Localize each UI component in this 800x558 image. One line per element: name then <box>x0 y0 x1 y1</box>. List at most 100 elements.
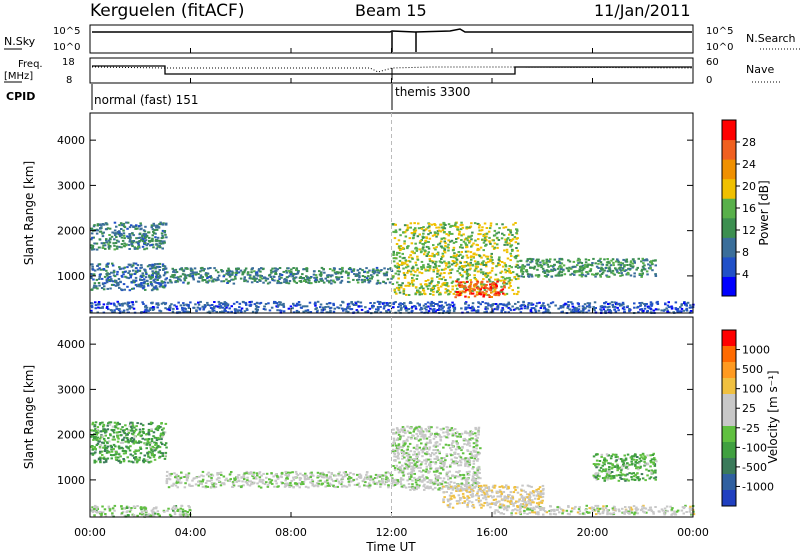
echo-cell <box>205 281 208 283</box>
echo-cell <box>587 264 590 266</box>
echo-cell <box>434 463 437 465</box>
echo-cell <box>393 251 396 253</box>
echo-cell <box>642 272 645 274</box>
echo-cell <box>638 258 641 260</box>
echo-cell <box>185 277 188 279</box>
echo-cell <box>182 302 185 304</box>
echo-cell <box>323 272 326 274</box>
echo-cell <box>256 472 259 474</box>
echo-cell <box>148 231 151 233</box>
echo-cell <box>594 276 597 278</box>
echo-cell <box>458 251 461 253</box>
echo-cell <box>295 471 298 473</box>
echo-cell <box>451 288 454 290</box>
echo-cell <box>333 267 336 269</box>
echo-cell <box>365 474 368 476</box>
echo-cell <box>448 444 451 446</box>
echo-cell <box>127 446 130 448</box>
echo-cell <box>215 269 218 271</box>
echo-cell <box>206 302 209 304</box>
echo-cell <box>94 462 97 464</box>
echo-cell <box>285 471 288 473</box>
echo-cell <box>126 286 129 288</box>
colorbar-band <box>722 159 736 179</box>
echo-cell <box>147 440 150 442</box>
echo-cell <box>243 478 246 480</box>
echo-cell <box>113 429 116 431</box>
echo-cell <box>364 276 367 278</box>
echo-cell <box>426 237 429 239</box>
echo-cell <box>428 436 431 438</box>
echo-cell <box>465 237 468 239</box>
echo-cell <box>104 450 107 452</box>
echo-cell <box>145 276 148 278</box>
echo-cell <box>354 484 357 486</box>
colorbar-tick-label: 8 <box>742 246 749 259</box>
echo-cell <box>203 307 206 309</box>
echo-cell <box>371 276 374 278</box>
echo-cell <box>161 443 164 445</box>
echo-cell <box>539 262 542 264</box>
echo-cell <box>242 301 245 303</box>
echo-cell <box>290 305 293 307</box>
echo-cell <box>358 279 361 281</box>
echo-cell <box>180 275 183 277</box>
echo-cell <box>568 267 571 269</box>
echo-cell <box>502 293 505 295</box>
echo-cell <box>498 239 501 241</box>
echo-cell <box>306 270 309 272</box>
echo-cell <box>547 309 550 311</box>
echo-cell <box>112 448 115 450</box>
echo-cell <box>477 428 480 430</box>
echo-cell <box>387 278 390 280</box>
echo-cell <box>140 448 143 450</box>
echo-cell <box>316 277 319 279</box>
echo-cell <box>139 457 142 459</box>
echo-cell <box>409 462 412 464</box>
echo-cell <box>259 479 262 481</box>
echo-cell <box>442 253 445 255</box>
echo-cell <box>443 465 446 467</box>
echo-cell <box>498 294 501 296</box>
echo-cell <box>434 267 437 269</box>
echo-cell <box>660 309 663 311</box>
echo-cell <box>387 268 390 270</box>
echo-cell <box>470 226 473 228</box>
echo-cell <box>368 270 371 272</box>
echo-cell <box>96 249 99 251</box>
echo-cell <box>470 256 473 258</box>
echo-cell <box>245 304 248 306</box>
echo-cell <box>469 286 472 288</box>
echo-cell <box>270 270 273 272</box>
echo-cell <box>474 222 477 224</box>
echo-cell <box>422 264 425 266</box>
echo-cell <box>125 222 128 224</box>
echo-cell <box>393 289 396 291</box>
echo-cell <box>515 255 518 257</box>
echo-cell <box>148 240 151 242</box>
echo-cell <box>382 475 385 477</box>
echo-cell <box>123 437 126 439</box>
echo-cell <box>444 268 447 270</box>
echo-cell <box>236 270 239 272</box>
echo-cell <box>494 247 497 249</box>
echo-cell <box>496 237 499 239</box>
freq-top-tick: 18 <box>62 57 75 68</box>
echo-cell <box>442 480 445 482</box>
echo-cell <box>494 242 497 244</box>
echo-cell <box>427 288 430 290</box>
echo-cell <box>186 268 189 270</box>
echo-cell <box>652 260 655 262</box>
echo-cell <box>293 273 296 275</box>
echo-cell <box>496 281 499 283</box>
echo-cell <box>101 454 104 456</box>
echo-cell <box>481 239 484 241</box>
echo-cell <box>197 302 200 304</box>
echo-cell <box>397 479 400 481</box>
echo-cell <box>506 277 509 279</box>
echo-cell <box>421 455 424 457</box>
echo-cell <box>462 227 465 229</box>
echo-cell <box>328 280 331 282</box>
echo-cell <box>543 307 546 309</box>
